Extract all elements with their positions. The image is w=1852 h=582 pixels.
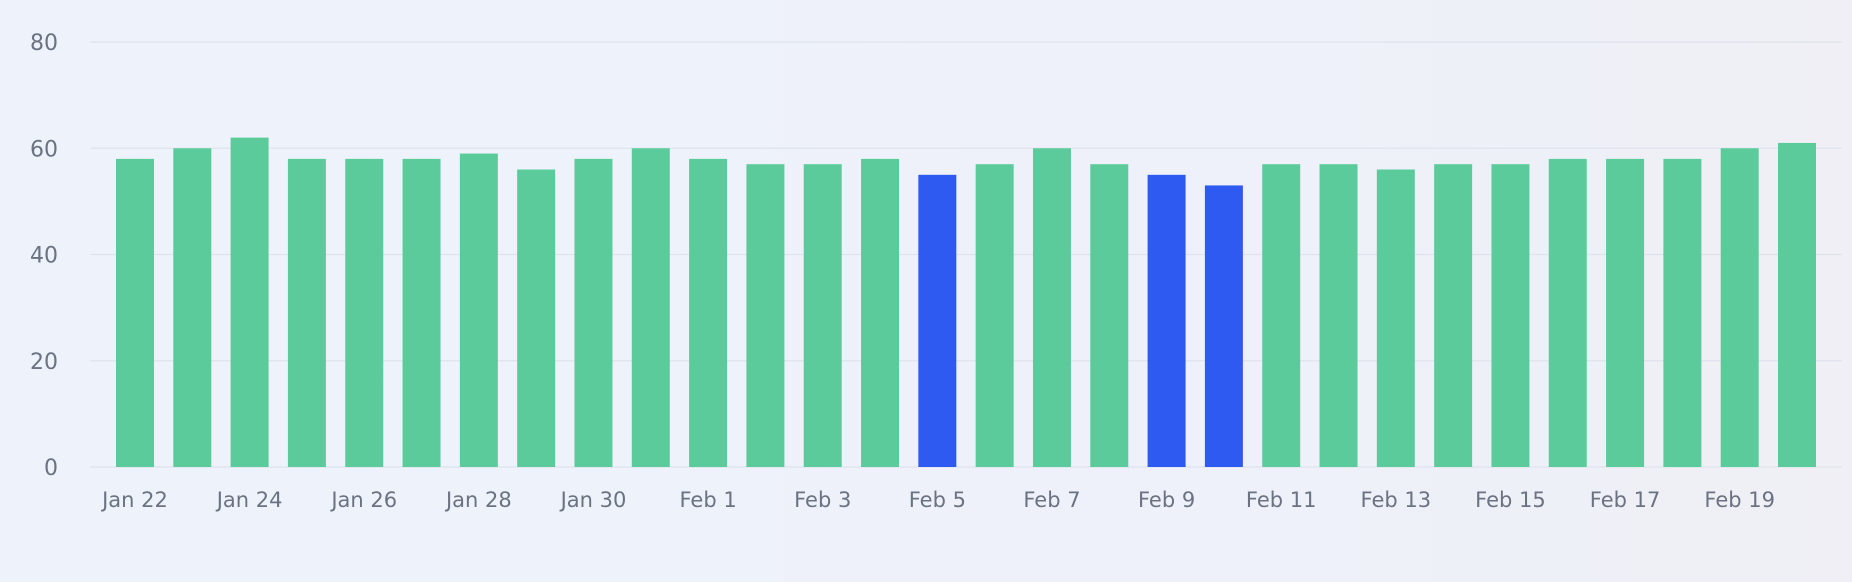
bar-jan-27[interactable] [402,158,441,468]
x-tick-label: Jan 30 [559,488,627,512]
bar-feb-8[interactable] [1090,164,1129,467]
bar-feb-1[interactable] [689,158,728,468]
bar-feb-9[interactable] [1147,174,1186,467]
bar-feb-10[interactable] [1204,185,1243,467]
bar-feb-17[interactable] [1606,158,1645,468]
bar-feb-19[interactable] [1720,148,1759,467]
bar-feb-20[interactable] [1778,142,1816,467]
y-tick-label: 40 [30,244,58,269]
x-tick-label: Feb 3 [794,488,851,512]
bar-jan-25[interactable] [287,158,326,468]
x-tick-label: Feb 13 [1361,488,1432,512]
bar-feb-15[interactable] [1491,164,1530,467]
bar-jan-31[interactable] [631,148,670,467]
x-tick-label: Feb 15 [1475,488,1546,512]
x-tick-label: Feb 9 [1138,488,1195,512]
x-tick-label: Jan 28 [444,488,512,512]
bar-feb-18[interactable] [1663,158,1702,468]
bar-feb-16[interactable] [1548,158,1587,468]
bars [116,137,1816,468]
bar-jan-24[interactable] [230,137,269,468]
y-tick-label: 60 [30,137,58,162]
x-tick-label: Feb 17 [1590,488,1661,512]
bar-feb-5[interactable] [918,174,957,467]
bar-feb-3[interactable] [803,164,842,467]
x-tick-label: Feb 1 [679,488,736,512]
x-tick-label: Feb 19 [1704,488,1775,512]
bar-jan-30[interactable] [574,158,613,468]
bar-jan-28[interactable] [459,153,498,467]
x-tick-label: Feb 11 [1246,488,1317,512]
bar-jan-23[interactable] [173,148,212,467]
bar-feb-4[interactable] [861,158,900,468]
y-axis-ticks: 0 20 40 60 80 [30,31,58,481]
x-tick-label: Jan 24 [215,488,283,512]
y-tick-label: 20 [30,350,58,375]
bar-feb-6[interactable] [975,164,1014,467]
bar-jan-26[interactable] [345,158,384,468]
x-axis-ticks: Jan 22 Jan 24 Jan 26 Jan 28 Jan 30 Feb 1 Feb 3… [100,488,1775,512]
bar-feb-7[interactable] [1032,148,1071,467]
x-tick-label: Jan 22 [100,488,168,512]
bar-feb-11[interactable] [1262,164,1301,467]
bar-feb-14[interactable] [1434,164,1473,467]
bar-feb-2[interactable] [746,164,785,467]
bar-jan-22[interactable] [116,158,154,468]
x-tick-label: Feb 5 [909,488,966,512]
bar-feb-13[interactable] [1376,169,1415,468]
x-tick-label: Jan 26 [329,488,397,512]
bar-feb-12[interactable] [1319,164,1358,467]
x-tick-label: Feb 7 [1023,488,1080,512]
bar-jan-29[interactable] [517,169,556,468]
y-tick-label: 0 [44,456,58,481]
y-tick-label: 80 [30,31,58,56]
